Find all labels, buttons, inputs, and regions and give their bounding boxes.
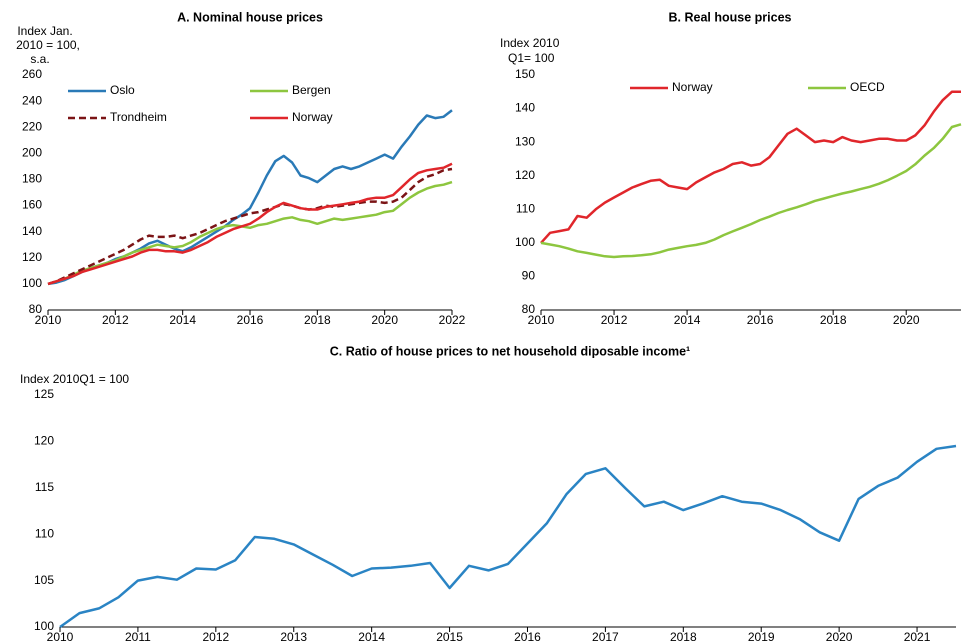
legend-label: Norway [672, 80, 713, 94]
series-line [59, 444, 957, 629]
y-tick-label: 180 [22, 172, 42, 186]
x-tick-label: 2012 [601, 313, 628, 327]
x-tick-label: 2019 [748, 630, 775, 642]
x-tick-label: 2020 [893, 313, 920, 327]
y-tick-label: 100 [34, 619, 54, 633]
y-axis-label: Index 2010Q1 = 100 [20, 372, 129, 386]
x-tick-label: 2018 [304, 313, 331, 327]
y-tick-label: 100 [515, 235, 535, 249]
legend-label: Oslo [110, 83, 135, 97]
y-tick-label: 115 [35, 480, 54, 494]
y-tick-label: 80 [522, 302, 536, 316]
legend-label: Bergen [292, 83, 331, 97]
y-tick-label: 120 [34, 434, 54, 448]
y-tick-label: 140 [22, 224, 42, 238]
y-tick-label: 240 [22, 93, 42, 107]
legend-label: Trondheim [110, 110, 167, 124]
x-tick-label: 2014 [674, 313, 701, 327]
chart-title: B. Real house prices [669, 10, 792, 24]
y-tick-label: 105 [34, 573, 54, 587]
x-tick-label: 2021 [904, 630, 931, 642]
x-tick-label: 2020 [826, 630, 853, 642]
y-tick-label: 120 [22, 250, 42, 264]
x-tick-label: 2012 [102, 313, 129, 327]
y-tick-label: 120 [515, 168, 535, 182]
y-tick-label: 90 [522, 269, 536, 283]
x-tick-label: 2016 [514, 630, 541, 642]
y-axis-label: 2010 = 100, [16, 38, 80, 52]
y-tick-label: 220 [22, 119, 42, 133]
y-tick-label: 140 [515, 101, 535, 115]
chart-title: C. Ratio of house prices to net househol… [330, 344, 690, 358]
x-tick-label: 2020 [371, 313, 398, 327]
chart-title: A. Nominal house prices [177, 10, 323, 24]
y-tick-label: 80 [29, 302, 43, 316]
x-tick-label: 2015 [436, 630, 463, 642]
x-tick-label: 2011 [125, 630, 151, 642]
x-tick-label: 2010 [47, 630, 74, 642]
x-tick-label: 2017 [592, 630, 619, 642]
y-axis-label: Index Jan. [17, 24, 72, 38]
x-tick-label: 2022 [439, 313, 466, 327]
legend-label: Norway [292, 110, 333, 124]
series-line [540, 90, 961, 244]
y-tick-label: 160 [22, 198, 42, 212]
x-tick-label: 2018 [670, 630, 697, 642]
x-tick-label: 2010 [35, 313, 62, 327]
y-axis-label: Q1= 100 [508, 51, 555, 65]
y-tick-label: 110 [516, 201, 535, 215]
y-axis-label: s.a. [30, 52, 49, 66]
x-tick-label: 2012 [202, 630, 229, 642]
x-tick-label: 2014 [169, 313, 196, 327]
y-tick-label: 130 [515, 134, 535, 148]
x-tick-label: 2014 [358, 630, 385, 642]
x-tick-label: 2010 [528, 313, 555, 327]
x-tick-label: 2013 [280, 630, 307, 642]
y-tick-label: 110 [35, 526, 54, 540]
y-tick-label: 150 [515, 67, 535, 81]
x-tick-label: 2016 [747, 313, 774, 327]
y-axis-label: Index 2010 [500, 36, 560, 50]
x-tick-label: 2016 [237, 313, 264, 327]
series-line [47, 162, 453, 286]
y-tick-label: 125 [34, 387, 54, 401]
series-line [540, 123, 962, 259]
legend-label: OECD [850, 80, 885, 94]
y-tick-label: 100 [22, 276, 42, 290]
y-tick-label: 200 [22, 146, 42, 160]
y-tick-label: 260 [22, 67, 42, 81]
x-tick-label: 2018 [820, 313, 847, 327]
series-line [47, 167, 453, 286]
